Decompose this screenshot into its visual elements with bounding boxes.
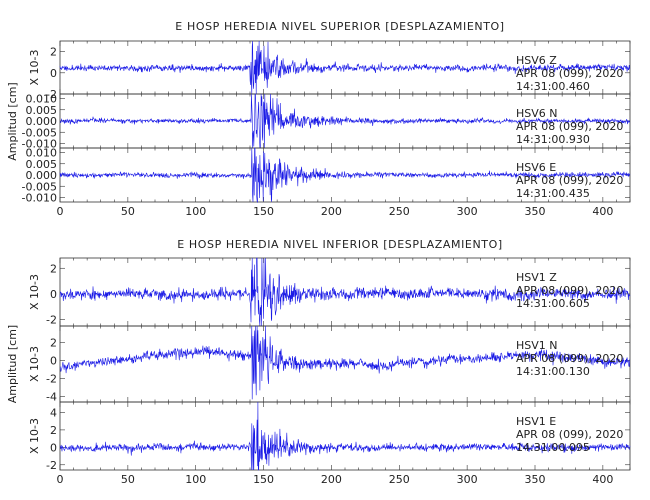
x-tick-label: 0 — [57, 473, 64, 486]
y-tick-label: 0 — [50, 288, 57, 301]
y-tick-label: 0.010 — [26, 147, 58, 160]
station-info-line: HSV6 Z — [516, 54, 557, 67]
y-tick-label: -0.005 — [22, 180, 57, 193]
y-tick-label: -4 — [46, 391, 57, 404]
waveform-series — [59, 257, 631, 327]
x-tick-label: 300 — [457, 205, 478, 218]
x-tick-label: 100 — [185, 473, 206, 486]
station-info-line: 14:31:00.460 — [516, 80, 590, 93]
waveform-series — [59, 401, 631, 471]
station-info-line: HSV1 N — [516, 339, 558, 352]
scale-label: X 10-3 — [28, 418, 41, 454]
scale-label: X 10-3 — [28, 346, 41, 382]
y-tick-label: 2 — [50, 336, 57, 349]
chart-title: E HOSP HEREDIA NIVEL SUPERIOR [DESPLAZAM… — [175, 20, 504, 33]
station-info-line: APR 08 (099), 2020 — [516, 67, 623, 80]
station-info-line: APR 08 (099), 2020 — [516, 284, 623, 297]
scale-label: X 10-3 — [28, 50, 41, 86]
chart-group-2: E HOSP HEREDIA NIVEL INFERIOR [DESPLAZAM… — [6, 238, 631, 486]
y-axis-label: Amplitud [cm] — [6, 325, 19, 403]
y-tick-label: -2 — [46, 88, 57, 101]
waveform-series — [59, 147, 631, 204]
x-tick-label: 200 — [321, 205, 342, 218]
y-tick-label: 0.000 — [26, 169, 58, 182]
station-info-line: HSV6 N — [516, 107, 558, 120]
y-tick-label: -2 — [46, 314, 57, 327]
y-tick-label: 2 — [50, 262, 57, 275]
y-tick-label: 0.005 — [26, 158, 58, 171]
station-info-line: HSV1 Z — [516, 271, 557, 284]
y-tick-label: -0.010 — [22, 192, 57, 205]
x-tick-label: 350 — [525, 473, 546, 486]
y-tick-label: 4 — [50, 406, 57, 419]
station-info-line: APR 08 (099), 2020 — [516, 174, 623, 187]
waveform-series — [59, 93, 631, 149]
x-tick-label: 150 — [253, 205, 274, 218]
x-tick-label: 250 — [389, 473, 410, 486]
y-tick-label: -2 — [46, 372, 57, 385]
station-info-line: APR 08 (099), 2020 — [516, 428, 623, 441]
waveform-series — [59, 325, 631, 400]
y-tick-label: 2 — [50, 46, 57, 59]
y-tick-label: 2 — [50, 424, 57, 437]
y-tick-label: 0.005 — [26, 104, 58, 117]
chart-group-1: E HOSP HEREDIA NIVEL SUPERIOR [DESPLAZAM… — [6, 20, 631, 218]
station-info-line: APR 08 (099), 2020 — [516, 120, 623, 133]
station-info-line: 14:31:00.435 — [516, 187, 590, 200]
station-info-line: HSV1 E — [516, 415, 556, 428]
station-info-line: 14:31:00.095 — [516, 441, 590, 454]
station-info-line: 14:31:00.130 — [516, 365, 590, 378]
y-axis-label: Amplitud [cm] — [6, 82, 19, 160]
x-tick-label: 150 — [253, 473, 274, 486]
waveform-series — [59, 40, 631, 95]
scale-label: X 10-3 — [28, 274, 41, 310]
x-tick-label: 400 — [592, 205, 613, 218]
station-info-line: 14:31:00.930 — [516, 133, 590, 146]
x-tick-label: 50 — [121, 205, 135, 218]
station-info-line: APR 08 (099), 2020 — [516, 352, 623, 365]
station-info-line: HSV6 E — [516, 161, 556, 174]
x-tick-label: 250 — [389, 205, 410, 218]
y-tick-label: 0 — [50, 441, 57, 454]
chart-title: E HOSP HEREDIA NIVEL INFERIOR [DESPLAZAM… — [177, 238, 503, 251]
x-tick-label: 400 — [592, 473, 613, 486]
x-tick-label: 50 — [121, 473, 135, 486]
y-tick-label: -0.005 — [22, 126, 57, 139]
y-tick-label: -2 — [46, 459, 57, 472]
y-tick-label: 0.010 — [26, 93, 58, 106]
y-tick-label: 0 — [50, 67, 57, 80]
y-tick-label: -0.010 — [22, 138, 57, 151]
station-info-line: 14:31:00.605 — [516, 297, 590, 310]
x-tick-label: 0 — [57, 205, 64, 218]
y-tick-label: 0 — [50, 354, 57, 367]
y-tick-label: 0.000 — [26, 115, 58, 128]
x-tick-label: 300 — [457, 473, 478, 486]
x-tick-label: 200 — [321, 473, 342, 486]
x-tick-label: 350 — [525, 205, 546, 218]
x-tick-label: 100 — [185, 205, 206, 218]
